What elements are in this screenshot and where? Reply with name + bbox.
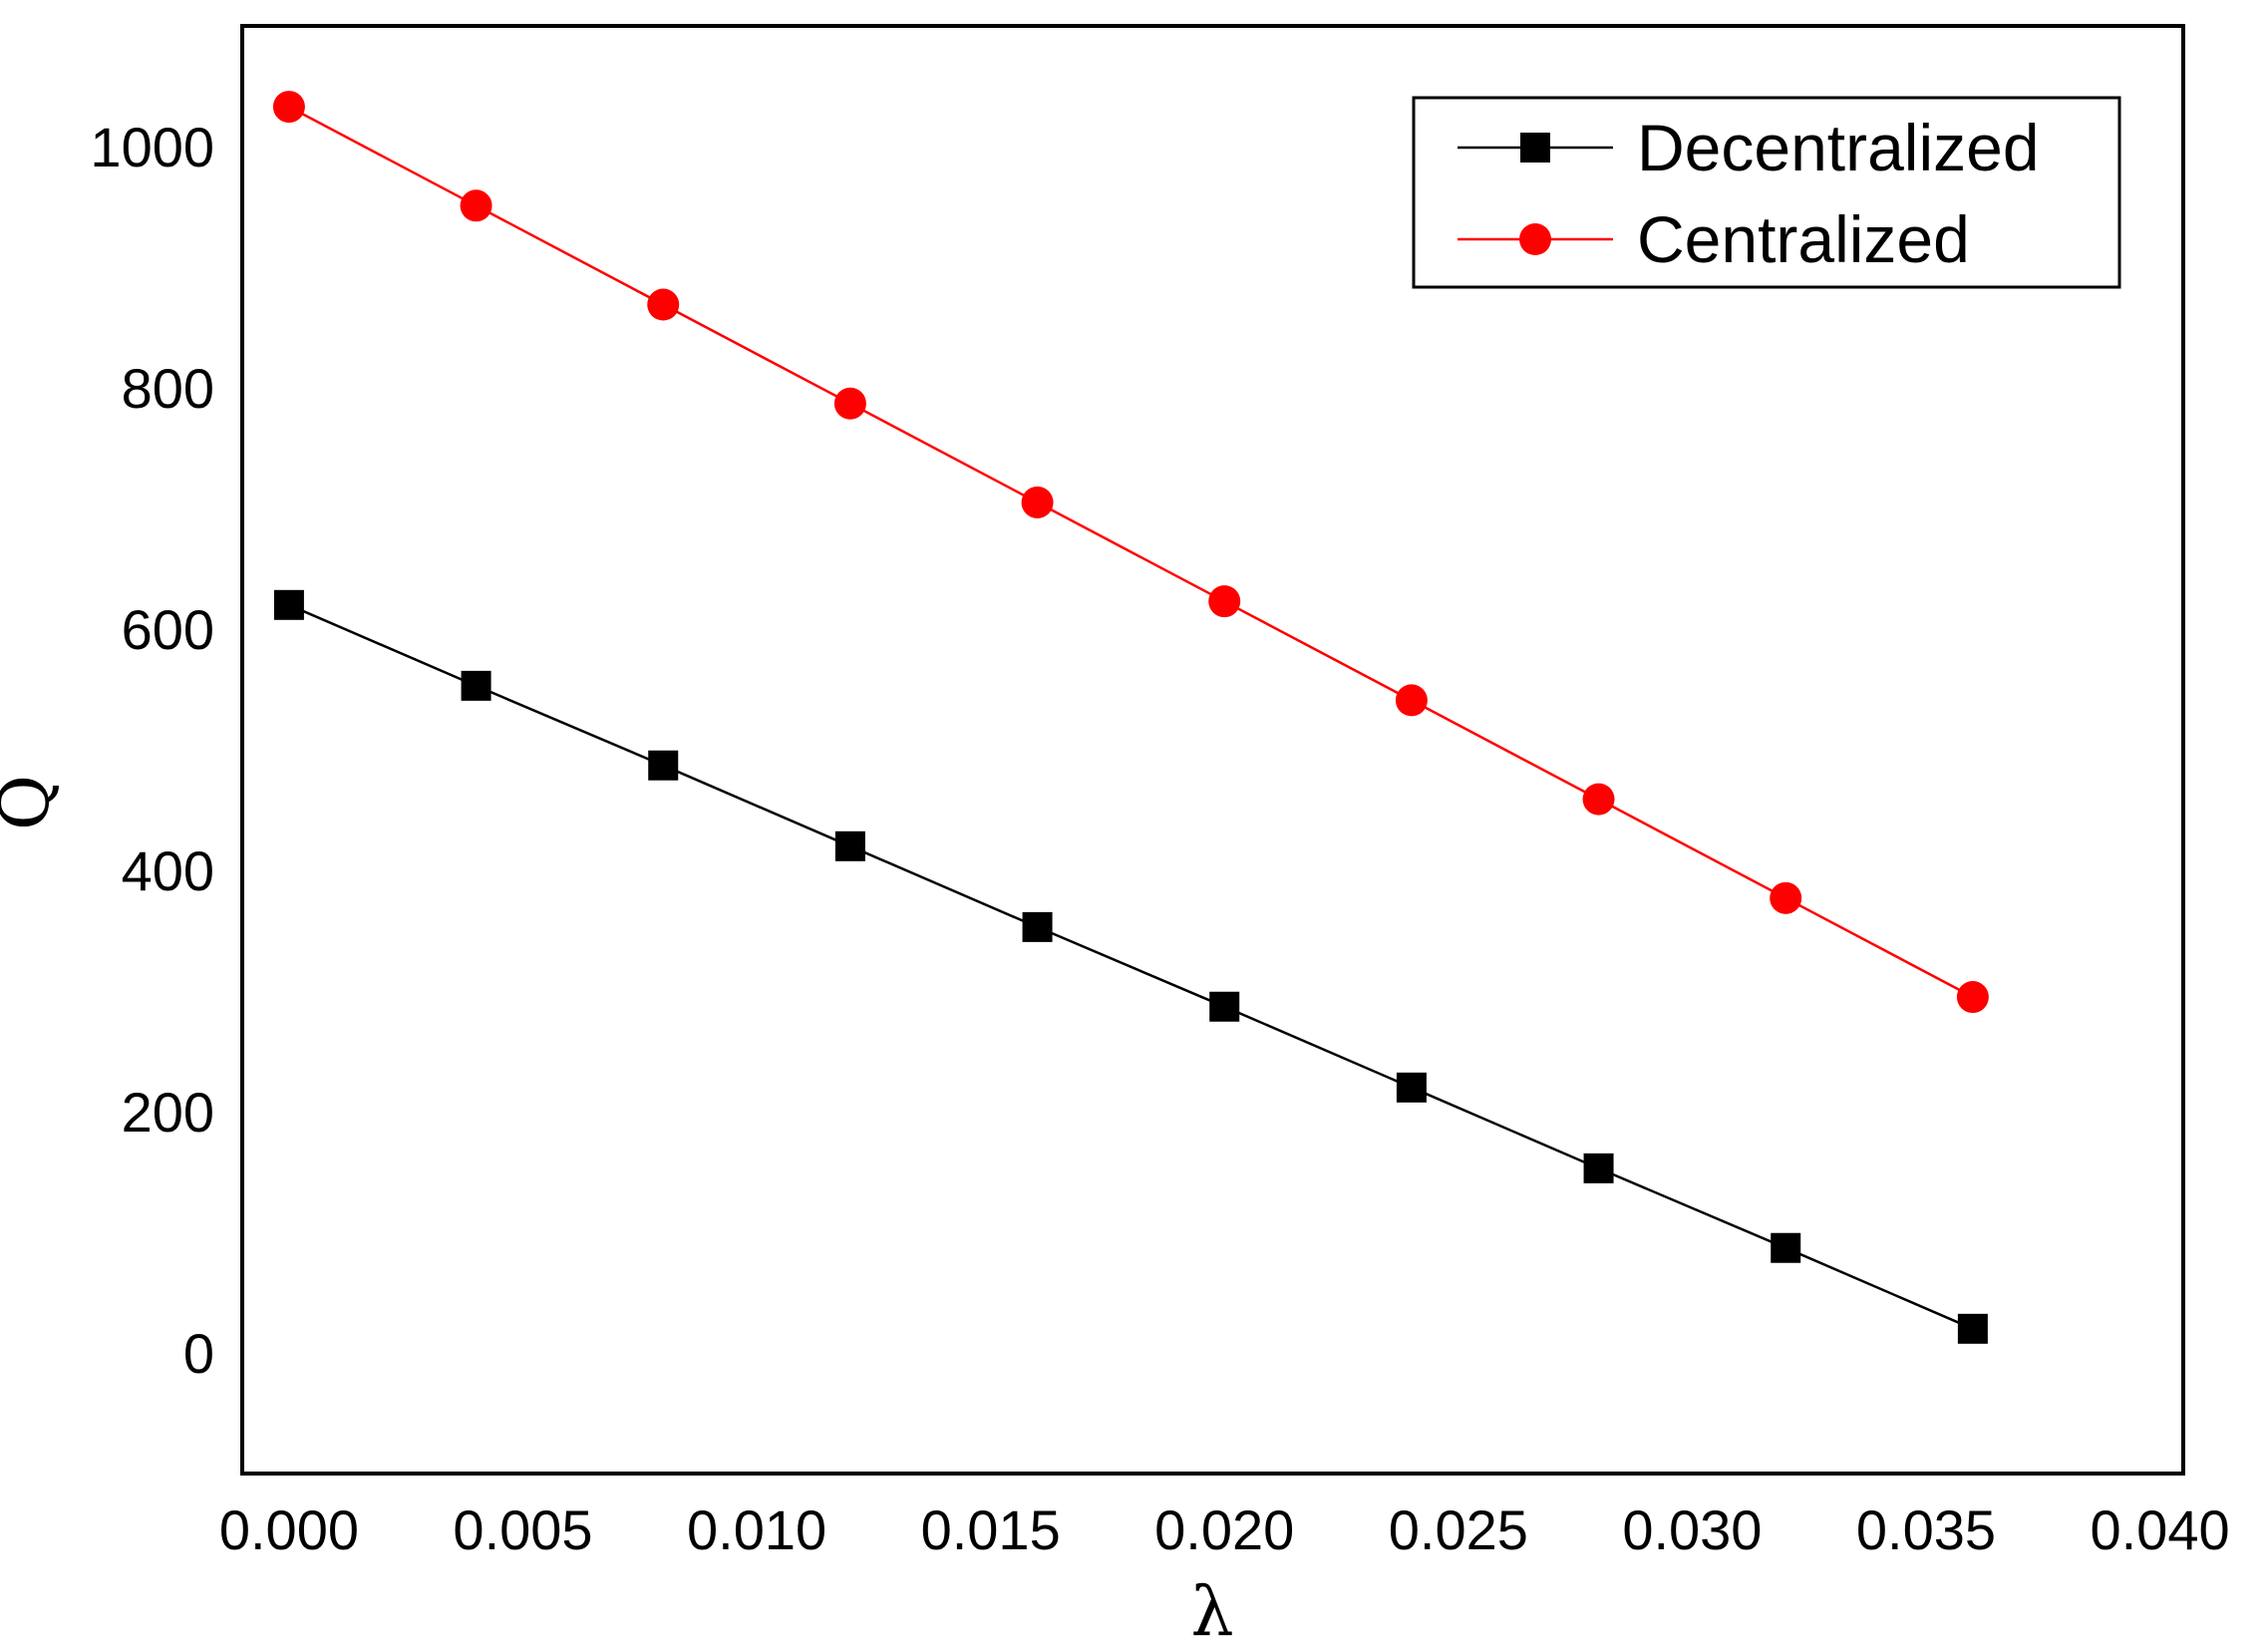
legend-label-decentralized: Decentralized — [1637, 111, 2040, 184]
x-tick-label: 0.020 — [1154, 1498, 1294, 1561]
plot-area-frame — [240, 24, 2185, 1476]
data-point-decentralized — [1771, 1232, 1801, 1263]
legend-marker-centralized — [1519, 223, 1551, 255]
x-tick-label: 0.035 — [1856, 1498, 1996, 1561]
data-point-decentralized — [1022, 911, 1053, 942]
series-layer — [272, 91, 1989, 1344]
y-axis-title: Q — [0, 775, 65, 830]
y-tick-label: 400 — [122, 839, 214, 902]
x-axis-title: λ — [1190, 1573, 1233, 1649]
series-line-decentralized — [288, 603, 1974, 1330]
legend-label-centralized: Centralized — [1637, 202, 1970, 276]
data-point-decentralized — [1957, 1313, 1988, 1344]
legend: Decentralized Centralized — [1412, 96, 2121, 289]
y-tick-label: 1000 — [90, 116, 214, 178]
y-axis-ticks: 0 200 400 600 800 1000 — [90, 116, 214, 1385]
series-centralized — [272, 91, 1989, 1014]
data-point-decentralized — [461, 670, 491, 701]
x-tick-label: 0.005 — [453, 1498, 592, 1561]
x-axis-ticks: 0.000 0.005 0.010 0.015 0.020 0.025 0.030 0.035… — [219, 1498, 2230, 1561]
legend-box — [1412, 96, 2121, 289]
data-point-decentralized — [273, 589, 304, 620]
y-tick-label: 200 — [122, 1081, 214, 1144]
x-tick-label: 0.000 — [219, 1498, 359, 1561]
data-point-centralized — [1208, 585, 1241, 618]
data-point-centralized — [1956, 981, 1989, 1014]
data-point-centralized — [1770, 881, 1802, 914]
x-tick-label: 0.010 — [687, 1498, 826, 1561]
y-tick-label: 0 — [183, 1322, 214, 1385]
data-point-centralized — [272, 91, 305, 124]
data-point-centralized — [1021, 486, 1054, 518]
x-tick-label: 0.015 — [921, 1498, 1061, 1561]
data-point-centralized — [833, 387, 866, 420]
legend-marker-decentralized — [1520, 133, 1550, 163]
y-tick-label: 800 — [122, 357, 214, 420]
data-point-centralized — [1395, 684, 1428, 717]
x-tick-label: 0.040 — [2090, 1498, 2229, 1561]
series-line-centralized — [288, 105, 1974, 999]
data-point-centralized — [647, 288, 680, 321]
data-point-decentralized — [648, 750, 679, 781]
data-point-decentralized — [1209, 991, 1240, 1022]
data-point-decentralized — [1583, 1153, 1614, 1183]
data-point-centralized — [1582, 783, 1615, 816]
x-tick-label: 0.025 — [1389, 1498, 1528, 1561]
data-point-decentralized — [834, 830, 865, 861]
data-point-centralized — [460, 189, 492, 222]
x-tick-label: 0.030 — [1622, 1498, 1762, 1561]
y-tick-label: 600 — [122, 598, 214, 661]
data-point-decentralized — [1396, 1072, 1427, 1103]
series-decentralized — [273, 589, 1988, 1344]
